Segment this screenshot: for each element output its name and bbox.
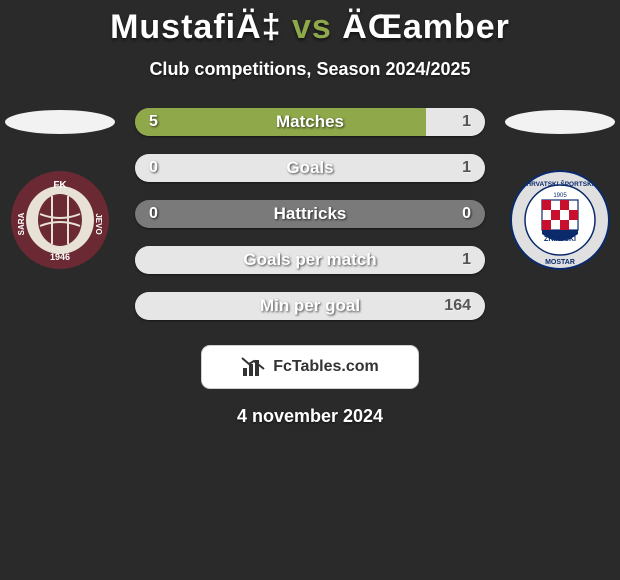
stat-fill-right <box>426 108 486 136</box>
stat-value-right: 164 <box>444 297 471 315</box>
left-club-crest: FK 1946 SARA JEVO <box>10 170 110 270</box>
stat-row: 0 0 Hattricks <box>135 200 485 228</box>
stat-value-right: 1 <box>462 251 471 269</box>
stat-label: Goals per match <box>243 250 376 270</box>
title-player2: ÄŒamber <box>342 8 510 46</box>
stat-row: 1 Goals per match <box>135 246 485 274</box>
date-label: 4 november 2024 <box>0 406 620 427</box>
stat-value-right: 1 <box>462 159 471 177</box>
stat-value-right: 0 <box>462 205 471 223</box>
title-player1: MustafiÄ‡ <box>110 8 281 46</box>
stat-label: Hattricks <box>274 204 347 224</box>
svg-text:FK: FK <box>53 180 67 191</box>
attribution-text: FcTables.com <box>273 358 379 376</box>
svg-text:ZRINJSKI: ZRINJSKI <box>544 236 576 243</box>
stat-rows: 5 1 Matches 0 1 Goals 0 0 Hattricks 1 Goals per ma… <box>135 108 485 320</box>
stat-label: Matches <box>276 112 344 132</box>
svg-text:SARA: SARA <box>17 212 26 235</box>
title-vs: vs <box>292 8 332 46</box>
stat-row: 164 Min per goal <box>135 292 485 320</box>
stat-label: Min per goal <box>260 296 360 316</box>
sarajevo-crest-icon: FK 1946 SARA JEVO <box>10 170 110 270</box>
subtitle: Club competitions, Season 2024/2025 <box>0 59 620 80</box>
stat-value-left: 0 <box>149 205 158 223</box>
svg-text:1905: 1905 <box>553 193 567 199</box>
page-title: MustafiÄ‡ vs ÄŒamber <box>0 0 620 47</box>
attribution-badge: FcTables.com <box>202 346 418 388</box>
svg-text:MOSTAR: MOSTAR <box>545 259 575 266</box>
zrinjski-crest-icon: HRVATSKI ŠPORTSKI MOSTAR ZRINJSKI 1905 <box>510 170 610 270</box>
comparison-panel: FK 1946 SARA JEVO <box>0 108 620 320</box>
barchart-icon <box>241 356 267 378</box>
stat-value-left: 0 <box>149 159 158 177</box>
svg-text:1946: 1946 <box>50 252 70 262</box>
stat-value-left: 5 <box>149 113 158 131</box>
stat-value-right: 1 <box>462 113 471 131</box>
stat-label: Goals <box>286 158 333 178</box>
svg-text:JEVO: JEVO <box>94 213 103 234</box>
stat-row: 0 1 Goals <box>135 154 485 182</box>
left-column: FK 1946 SARA JEVO <box>0 108 120 270</box>
left-ellipse <box>5 110 115 134</box>
svg-text:HRVATSKI ŠPORTSKI: HRVATSKI ŠPORTSKI <box>526 179 593 188</box>
right-club-crest: HRVATSKI ŠPORTSKI MOSTAR ZRINJSKI 1905 <box>510 170 610 270</box>
stat-row: 5 1 Matches <box>135 108 485 136</box>
right-column: HRVATSKI ŠPORTSKI MOSTAR ZRINJSKI 1905 <box>500 108 620 270</box>
right-ellipse <box>505 110 615 134</box>
